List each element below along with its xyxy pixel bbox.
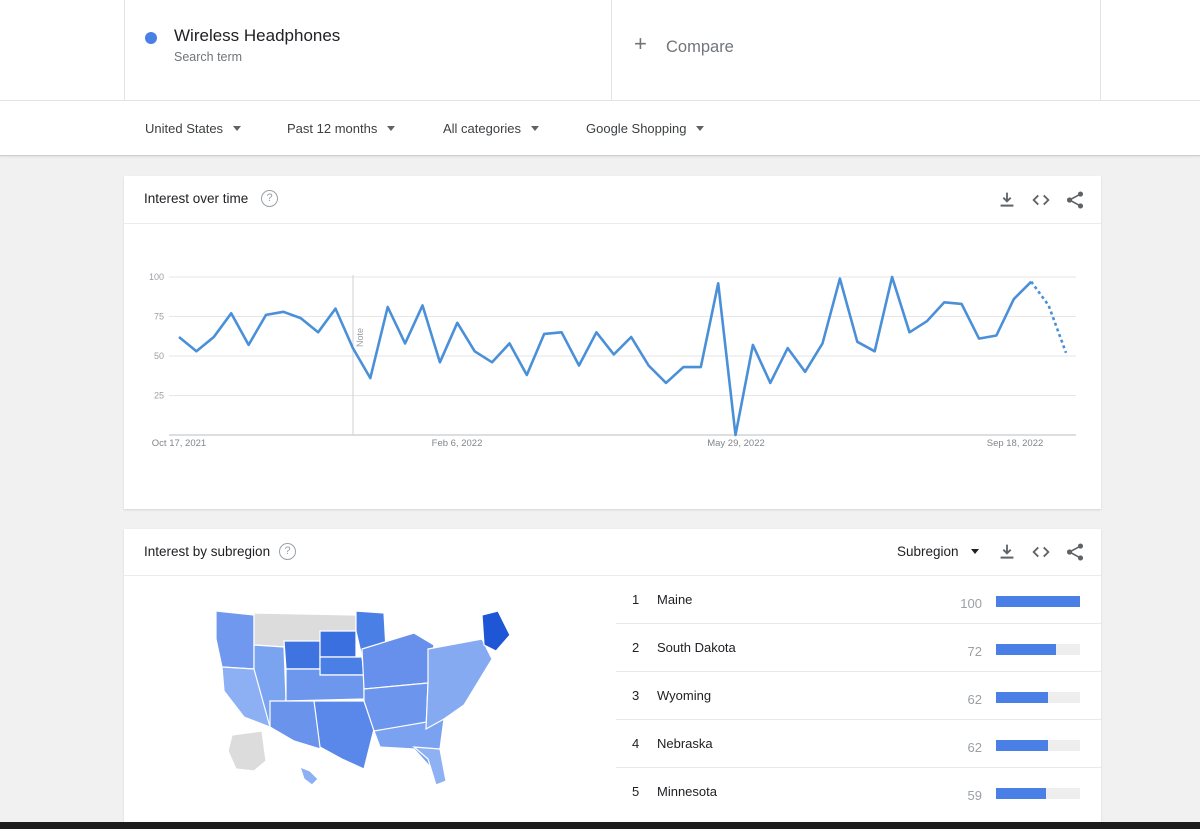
region-name: Maine: [657, 592, 693, 607]
search-term-name[interactable]: Wireless Headphones: [174, 26, 341, 45]
rank-number: 3: [632, 688, 640, 703]
time-range-filter-label: Past 12 months: [287, 121, 378, 136]
ranking-row[interactable]: 3 Wyoming 62: [616, 672, 1101, 720]
map-region-south-dakota[interactable]: [319, 630, 357, 658]
region-name: Minnesota: [657, 784, 717, 799]
map-region-southwest[interactable]: [269, 700, 323, 750]
download-icon[interactable]: [996, 189, 1018, 211]
region-name: South Dakota: [657, 640, 736, 655]
rank-number: 1: [632, 592, 640, 607]
search-term-header: Wireless Headphones Search term + Compar…: [0, 0, 1200, 100]
window-bottom-edge: [0, 822, 1200, 829]
map-region-hawaii[interactable]: [299, 765, 319, 786]
y-tick-label: 75: [154, 312, 164, 322]
map-region-florida[interactable]: [412, 746, 447, 786]
filter-bar: United States Past 12 months All categor…: [0, 100, 1200, 156]
region-filter[interactable]: United States: [145, 121, 242, 136]
interest-value: 59: [967, 788, 982, 803]
x-tick-label: Feb 6, 2022: [432, 438, 483, 449]
us-subregion-map[interactable]: [214, 609, 539, 789]
series-line-partial: [1030, 280, 1068, 354]
interest-bar-fill: [996, 740, 1049, 751]
interest-bar-fill: [996, 644, 1057, 655]
map-region-nebraska[interactable]: [319, 656, 365, 676]
interest-value: 62: [967, 692, 982, 707]
compare-button[interactable]: + Compare: [612, 0, 1101, 100]
ranking-row[interactable]: 1 Maine 100: [616, 576, 1101, 624]
ranking-row[interactable]: 5 Minnesota 59: [616, 768, 1101, 816]
map-region-maine[interactable]: [481, 610, 511, 652]
interest-over-time-title: Interest over time: [144, 191, 249, 206]
help-icon[interactable]: ?: [261, 190, 278, 207]
category-filter[interactable]: All categories: [443, 121, 540, 136]
category-filter-label: All categories: [443, 121, 522, 136]
chevron-down-icon: [387, 126, 396, 131]
map-region-alaska: [227, 730, 267, 772]
interest-bar: [996, 596, 1080, 607]
interest-bar-fill: [996, 788, 1046, 799]
term-color-dot: [145, 32, 157, 44]
search-type-filter[interactable]: Google Shopping: [586, 121, 705, 136]
help-icon[interactable]: ?: [279, 543, 296, 560]
interest-bar: [996, 644, 1080, 655]
interest-over-time-chart: 25 50 75 100 Note Oct 17, 2021 Feb 6, 2022 May …: [149, 272, 1076, 449]
interest-by-subregion-card: Interest by subregion ? Subregion: [124, 529, 1101, 829]
interest-bar: [996, 740, 1080, 751]
subregion-selector-label: Subregion: [897, 544, 959, 559]
y-tick-label: 25: [154, 391, 164, 401]
interest-bar-fill: [996, 692, 1049, 703]
rank-number: 4: [632, 736, 640, 751]
map-region-east[interactable]: [425, 638, 493, 731]
plus-icon: +: [634, 31, 647, 56]
compare-label: Compare: [666, 38, 734, 56]
chevron-down-icon: [696, 126, 705, 131]
y-tick-label: 100: [149, 272, 164, 282]
y-tick-label: 50: [154, 351, 164, 361]
ranking-row[interactable]: 2 South Dakota 72: [616, 624, 1101, 672]
card-header: Interest by subregion ? Subregion: [124, 529, 1101, 576]
embed-icon[interactable]: [1030, 541, 1052, 563]
interest-bar-fill: [996, 596, 1080, 607]
interest-value: 62: [967, 740, 982, 755]
interest-bar: [996, 788, 1080, 799]
region-name: Wyoming: [657, 688, 712, 703]
share-icon[interactable]: [1064, 541, 1086, 563]
download-icon[interactable]: [996, 541, 1018, 563]
region-name: Nebraska: [657, 736, 713, 751]
rank-number: 5: [632, 784, 640, 799]
interest-value: 72: [967, 644, 982, 659]
x-tick-label: Oct 17, 2021: [152, 438, 206, 449]
interest-over-time-card: Interest over time ? 25 50 75 100 Note Oct 17…: [124, 176, 1101, 509]
x-tick-label: May 29, 2022: [707, 438, 765, 449]
search-term-subtitle: Search term: [174, 50, 243, 64]
card-header: Interest over time ?: [124, 176, 1101, 224]
share-icon[interactable]: [1064, 189, 1086, 211]
search-type-filter-label: Google Shopping: [586, 121, 687, 136]
search-term-card[interactable]: Wireless Headphones Search term: [124, 0, 612, 100]
embed-icon[interactable]: [1030, 189, 1052, 211]
ranking-row[interactable]: 4 Nebraska 62: [616, 720, 1101, 768]
series-line: [178, 275, 1033, 437]
map-region-texas[interactable]: [313, 700, 375, 770]
subregion-selector[interactable]: Subregion: [897, 544, 979, 559]
x-tick-label: Sep 18, 2022: [987, 438, 1044, 449]
interest-value: 100: [960, 596, 982, 611]
interest-bar: [996, 692, 1080, 703]
chevron-down-icon: [970, 549, 979, 554]
region-filter-label: United States: [145, 121, 224, 136]
chevron-down-icon: [531, 126, 540, 131]
map-regions: [215, 610, 511, 786]
chevron-down-icon: [233, 126, 242, 131]
note-marker-label: Note: [355, 328, 365, 347]
interest-by-subregion-title: Interest by subregion: [144, 544, 271, 559]
map-region-northwest[interactable]: [215, 610, 255, 670]
time-range-filter[interactable]: Past 12 months: [287, 121, 396, 136]
map-region-wyoming[interactable]: [283, 640, 321, 670]
rank-number: 2: [632, 640, 640, 655]
